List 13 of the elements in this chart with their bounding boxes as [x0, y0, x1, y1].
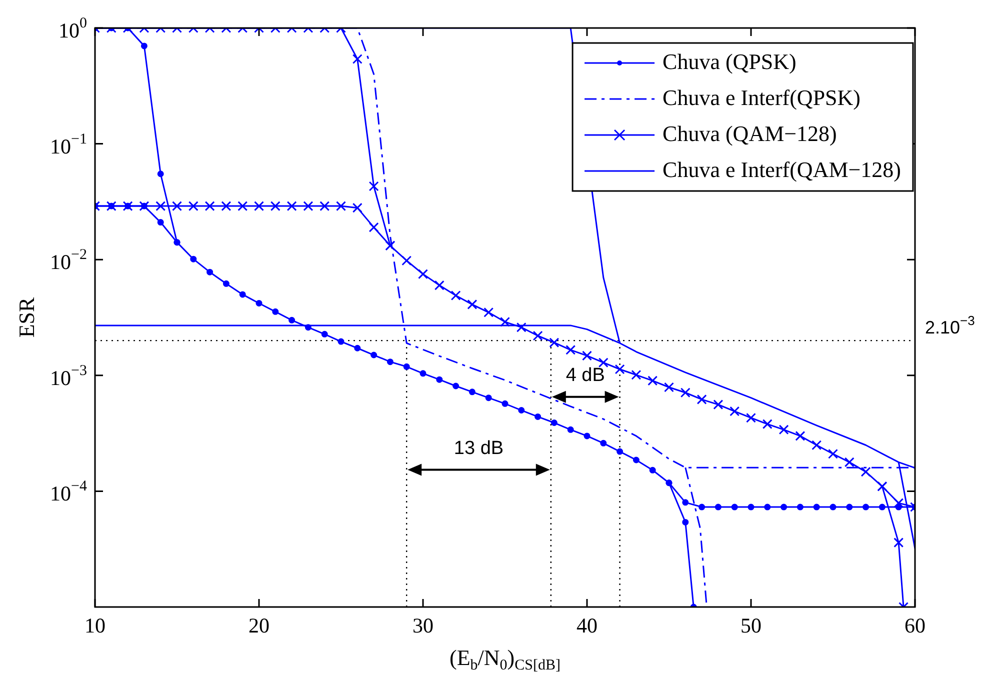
annotation: 13 dB	[454, 438, 504, 460]
annotation: 4 dB	[566, 365, 605, 386]
x-tick-label: 60	[904, 614, 926, 638]
legend-label: Chuva e Interf(QAM−128)	[662, 156, 902, 182]
x-tick-label: 30	[412, 614, 434, 638]
legend-label: Chuva (QAM−128)	[662, 120, 837, 146]
x-tick-label: 10	[84, 614, 106, 638]
x-tick-label: 40	[576, 614, 598, 638]
legend-label: Chuva (QPSK)	[662, 48, 796, 74]
x-tick-label: 20	[248, 614, 270, 638]
legend-label: Chuva e Interf(QPSK)	[662, 84, 861, 110]
y-axis-title: ESR	[14, 297, 39, 338]
x-tick-label: 50	[740, 614, 762, 638]
